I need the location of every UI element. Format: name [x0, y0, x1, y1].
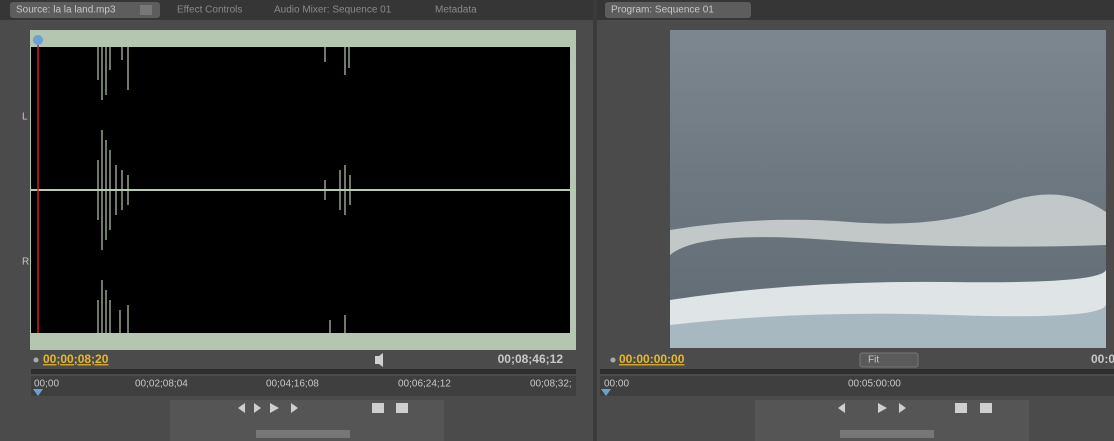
tab-menu[interactable]	[140, 5, 152, 15]
ruler-label: 00;06;24;12	[398, 379, 451, 390]
ruler-label: 00;08;32;	[530, 379, 572, 390]
lift-button[interactable]	[955, 403, 967, 413]
extract-button[interactable]	[980, 403, 992, 413]
ruler-label: 00;00	[34, 379, 59, 390]
marker-dot	[611, 358, 616, 363]
duration: 00:0	[1091, 352, 1114, 366]
tab-label[interactable]: Program: Sequence 01	[611, 5, 714, 16]
tab-label[interactable]: Source: la la land.mp3	[16, 5, 116, 16]
marker-dot	[34, 358, 39, 363]
lift-button[interactable]	[372, 403, 384, 413]
tab-label[interactable]: Audio Mixer: Sequence 01	[274, 5, 392, 16]
zoom-bar[interactable]	[600, 369, 1114, 374]
zoom-bar[interactable]	[31, 369, 576, 374]
ruler-label: 00;04;16;08	[266, 379, 319, 390]
transport-controls[interactable]	[755, 400, 1029, 441]
jog[interactable]	[840, 430, 934, 438]
premiere-window: Source: la la land.mp3 Effect Controls A…	[0, 0, 1114, 441]
channel-label: R	[22, 257, 29, 268]
ruler-label: 00;02;08;04	[135, 379, 188, 390]
current-time[interactable]: 00:00:00:00	[619, 352, 685, 366]
tab-label[interactable]: Metadata	[435, 5, 477, 16]
ruler-label: 00:05:00:00	[848, 379, 901, 390]
playhead-handle[interactable]	[33, 35, 43, 45]
duration: 00;08;46;12	[498, 352, 564, 366]
ruler-label: 00:00	[604, 379, 629, 390]
zoom-label[interactable]: Fit	[868, 355, 879, 366]
transport-controls[interactable]	[170, 400, 444, 441]
current-time[interactable]: 00;00;08;20	[43, 352, 109, 366]
jog[interactable]	[256, 430, 350, 438]
channel-label: L	[22, 112, 28, 123]
tab-label[interactable]: Effect Controls	[177, 5, 242, 16]
extract-button[interactable]	[396, 403, 408, 413]
